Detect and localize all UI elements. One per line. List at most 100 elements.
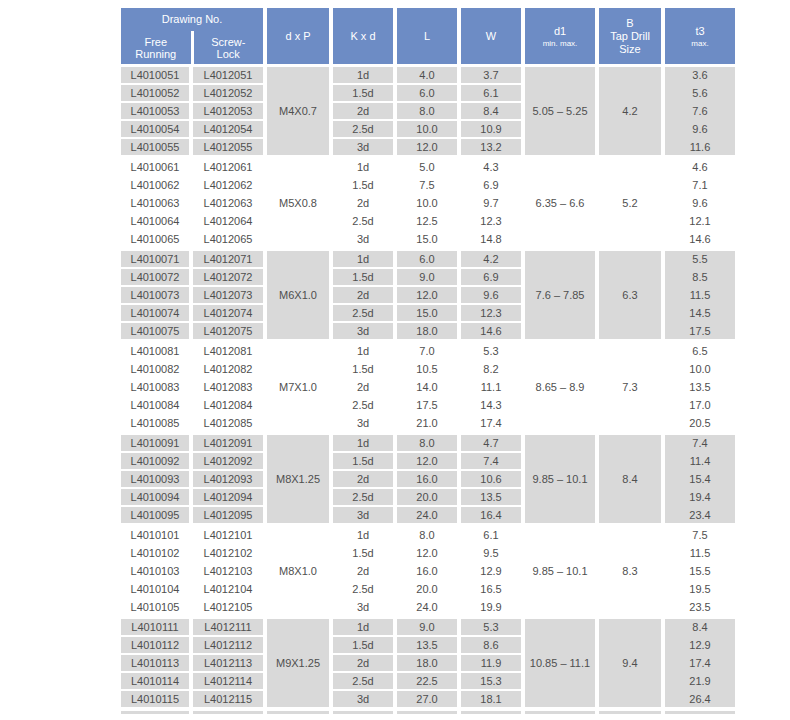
screw-lock-cell: L4012061 [193,159,263,175]
screw-lock-cell: L4012112 [193,637,263,653]
free-running-cell: L4010102 [121,545,189,561]
w-cell: 8.4 [461,103,521,119]
col-header-screw-lock: Screw- Lock [194,31,264,64]
kxd-cell: 2d [333,287,393,303]
w-cell: 18.1 [461,691,521,707]
w-cell: 10.6 [461,471,521,487]
l-cell: 12.0 [397,139,457,155]
free-running-cell: L4010052 [121,85,189,101]
screw-lock-cell: L4012113 [193,655,263,671]
w-cell-column: 6.19.512.916.519.9 [461,527,521,615]
free-running-cell: L4010103 [121,563,189,579]
d1-cell: 5.05 – 5.25 [525,67,595,155]
free-running-cell: L4010091 [121,435,189,451]
table-header: Drawing No. Free Running Screw- Lock d x… [121,8,735,64]
w-cell: 6.9 [461,177,521,193]
kxd-cell: 1.5d [333,637,393,653]
free-running-cell: L4010071 [121,251,189,267]
col-header-free-running: Free Running [121,31,191,64]
t3-cell: 11.4 [665,453,735,469]
dxp-cell: M5X0.8 [267,159,329,247]
l-cell: 24.0 [397,599,457,615]
t3-max-label: max. [691,39,708,48]
kxd-cell: 1.5d [333,453,393,469]
t3-cell: 17.5 [665,323,735,339]
t3-column: 4.67.19.612.114.6 [665,159,735,247]
w-cell: 16.4 [461,507,521,523]
screw-lock-cell: L4012105 [193,599,263,615]
tap-drill-cell: 5.2 [599,159,661,247]
d1-cell: 6.35 – 6.6 [525,159,595,247]
screw-lock-cell: L4012103 [193,563,263,579]
t3-cell: 19.5 [665,581,735,597]
screw-lock-cell: L4012072 [193,269,263,285]
l-cell: 24.0 [397,507,457,523]
l-cell: 5.0 [397,159,457,175]
size-block: L4010061L4010062L4010063L4010064L4010065… [121,159,735,247]
t3-cell: 9.6 [665,121,735,137]
kxd-cell-column: 1d1.5d2d2.5d3d [333,619,393,707]
d1-minmax-label: min. max. [543,39,578,48]
kxd-cell: 1d [333,251,393,267]
l-cell: 18.0 [397,323,457,339]
l-cell: 10.0 [397,121,457,137]
d1-label: d1 [554,25,566,38]
free-running-cell: L4010095 [121,507,189,523]
strip-segment [397,711,457,714]
t3-cell: 14.5 [665,305,735,321]
l-cell: 14.0 [397,379,457,395]
screw-lock-cell: L4012104 [193,581,263,597]
col-header-tap-drill: B Tap Drill Size [599,8,661,64]
kxd-cell: 2.5d [333,489,393,505]
l-cell: 27.0 [397,691,457,707]
dxp-cell: M4X0.7 [267,67,329,155]
screw-lock-cell: L4012054 [193,121,263,137]
w-cell: 5.3 [461,619,521,635]
l-cell-column: 6.09.012.015.018.0 [397,251,457,339]
kxd-cell: 3d [333,599,393,615]
w-cell: 13.5 [461,489,521,505]
screw-lock-cell: L4012091 [193,435,263,451]
w-cell: 5.3 [461,343,521,359]
thread-insert-spec-table: Drawing No. Free Running Screw- Lock d x… [121,8,735,714]
w-cell: 16.5 [461,581,521,597]
l-cell: 17.5 [397,397,457,413]
screw-lock-cell: L4012071 [193,251,263,267]
free-running-cell: L4010081 [121,343,189,359]
w-cell: 6.1 [461,527,521,543]
screw-lock-cell: L4012094 [193,489,263,505]
t3-cell: 23.5 [665,599,735,615]
screw-lock-cell: L4012093 [193,471,263,487]
kxd-cell: 1d [333,343,393,359]
screw-lock-cell: L4012095 [193,507,263,523]
w-cell: 9.5 [461,545,521,561]
w-cell-column: 4.26.99.612.314.6 [461,251,521,339]
l-cell-column: 5.07.510.012.515.0 [397,159,457,247]
w-cell: 14.3 [461,397,521,413]
t3-cell: 11.6 [665,139,735,155]
strip-segment [525,711,595,714]
d1-cell: 10.85 – 11.1 [525,619,595,707]
screw-lock-cell: L4012055 [193,139,263,155]
w-cell: 4.3 [461,159,521,175]
kxd-cell: 2.5d [333,397,393,413]
t3-cell: 6.5 [665,343,735,359]
screw-lock-cell-column: L4012091L4012092L4012093L4012094L4012095 [193,435,263,523]
free-running-cell: L4010094 [121,489,189,505]
t3-cell: 5.6 [665,85,735,101]
free-running-cell-column: L4010111L4010112L4010113L4010114L4010115 [121,619,189,707]
kxd-cell: 1.5d [333,269,393,285]
free-running-cell-column: L4010101L4010102L4010103L4010104L4010105 [121,527,189,615]
w-cell: 4.7 [461,435,521,451]
col-header-drawing-no: Drawing No. Free Running Screw- Lock [121,8,263,64]
dxp-cell: M7X1.0 [267,343,329,431]
kxd-cell: 2d [333,195,393,211]
t3-cell: 8.4 [665,619,735,635]
kxd-cell: 1d [333,159,393,175]
kxd-cell: 2d [333,103,393,119]
w-cell-column: 4.36.99.712.314.8 [461,159,521,247]
kxd-cell: 1d [333,527,393,543]
t3-column: 7.411.415.419.423.4 [665,435,735,523]
t3-cell: 17.0 [665,397,735,413]
screw-lock-cell: L4012074 [193,305,263,321]
